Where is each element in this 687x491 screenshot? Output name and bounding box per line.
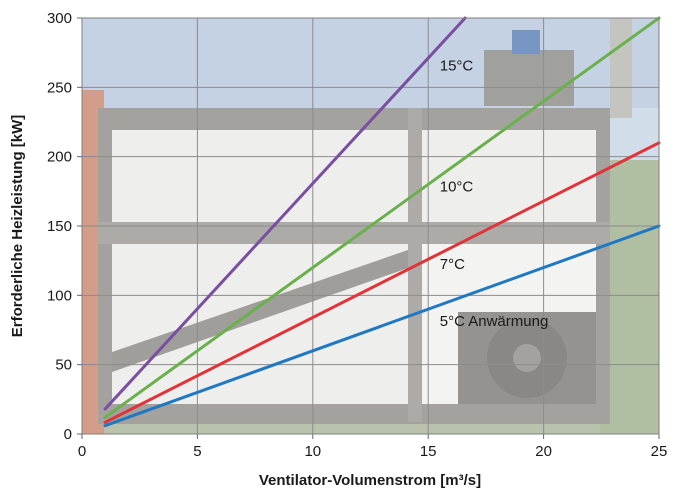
y-tick-label: 200 bbox=[47, 149, 72, 166]
y-tick-label: 0 bbox=[64, 426, 72, 443]
x-tick-label: 25 bbox=[651, 443, 668, 460]
y-tick-label: 50 bbox=[55, 357, 72, 374]
x-tick-label: 0 bbox=[78, 443, 86, 460]
x-tick-label: 5 bbox=[193, 443, 201, 460]
series-labels: 15°C 10°C 7°C 5°C Anwärmung bbox=[440, 58, 549, 330]
series-label: 10°C bbox=[440, 178, 474, 195]
series-line bbox=[103, 16, 467, 411]
plot-border bbox=[81, 17, 660, 435]
series-label: 5°C Anwärmung bbox=[440, 313, 549, 330]
series-line bbox=[103, 16, 661, 419]
x-tick-label: 10 bbox=[304, 443, 321, 460]
x-tick-label: 15 bbox=[420, 443, 437, 460]
series-group bbox=[103, 16, 661, 428]
series-label: 15°C bbox=[440, 58, 474, 75]
y-axis-title: Erforderliche Heizleistung [kW] bbox=[9, 115, 26, 338]
y-tick-label: 150 bbox=[47, 218, 72, 235]
x-tick-labels: 0 5 10 15 20 25 bbox=[78, 443, 668, 460]
series-label: 7°C bbox=[440, 256, 465, 273]
x-tick-label: 20 bbox=[535, 443, 552, 460]
y-tick-label: 250 bbox=[47, 79, 72, 96]
y-tick-label: 300 bbox=[47, 10, 72, 27]
x-axis-title: Ventilator-Volumenstrom [m³/s] bbox=[259, 472, 481, 489]
series-line bbox=[103, 224, 661, 428]
y-tick-label: 100 bbox=[47, 287, 72, 304]
series-line bbox=[103, 141, 661, 424]
y-tick-labels: 0 50 100 150 200 250 300 bbox=[47, 10, 72, 443]
